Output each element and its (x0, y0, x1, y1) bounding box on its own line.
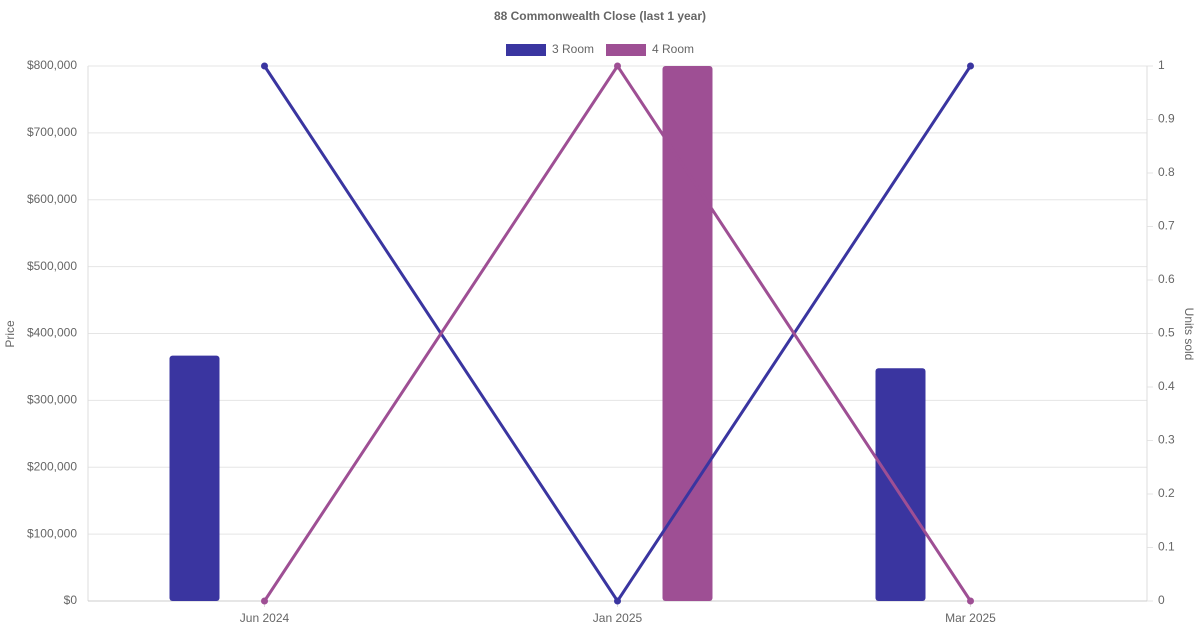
y2-tick-label: 1 (1158, 58, 1165, 72)
legend-label: 3 Room (552, 42, 594, 56)
y2-tick-label: 0.1 (1158, 540, 1175, 554)
y2-tick-label: 0.3 (1158, 433, 1175, 447)
y2-tick-label: 0.9 (1158, 112, 1175, 126)
x-tick-label: Jan 2025 (593, 611, 643, 625)
x-tick-label: Jun 2024 (240, 611, 290, 625)
y2-tick-label: 0.6 (1158, 272, 1175, 286)
y-tick-label: $100,000 (27, 526, 77, 540)
y2-tick-label: 0 (1158, 593, 1165, 607)
units-point (261, 62, 268, 70)
bar (875, 368, 926, 601)
bar (169, 355, 220, 601)
y-tick-label: $400,000 (27, 326, 77, 340)
y-tick-label: $800,000 (27, 58, 77, 72)
y2-tick-label: 0.4 (1158, 379, 1175, 393)
chart-title: 88 Commonwealth Close (last 1 year) (494, 9, 706, 23)
units-point (967, 597, 974, 605)
y2-tick-label: 0.8 (1158, 165, 1175, 179)
legend-label: 4 Room (652, 42, 694, 56)
units-point (614, 597, 621, 605)
units-point (967, 62, 974, 70)
y-tick-label: $200,000 (27, 459, 77, 473)
y-tick-label: $700,000 (27, 125, 77, 139)
y-tick-label: $300,000 (27, 393, 77, 407)
y2-axis-label: Units sold (1182, 308, 1196, 361)
legend-swatch (506, 44, 546, 56)
y-tick-label: $0 (64, 593, 78, 607)
bar (662, 66, 713, 601)
units-point (261, 597, 268, 605)
y2-tick-label: 0.7 (1158, 219, 1175, 233)
y-tick-label: $500,000 (27, 259, 77, 273)
units-point (614, 62, 621, 70)
y2-tick-label: 0.2 (1158, 486, 1175, 500)
y-axis-label: Price (3, 320, 17, 348)
legend-swatch (606, 44, 646, 56)
x-tick-label: Mar 2025 (945, 611, 996, 625)
y2-tick-label: 0.5 (1158, 326, 1175, 340)
y-tick-label: $600,000 (27, 192, 77, 206)
